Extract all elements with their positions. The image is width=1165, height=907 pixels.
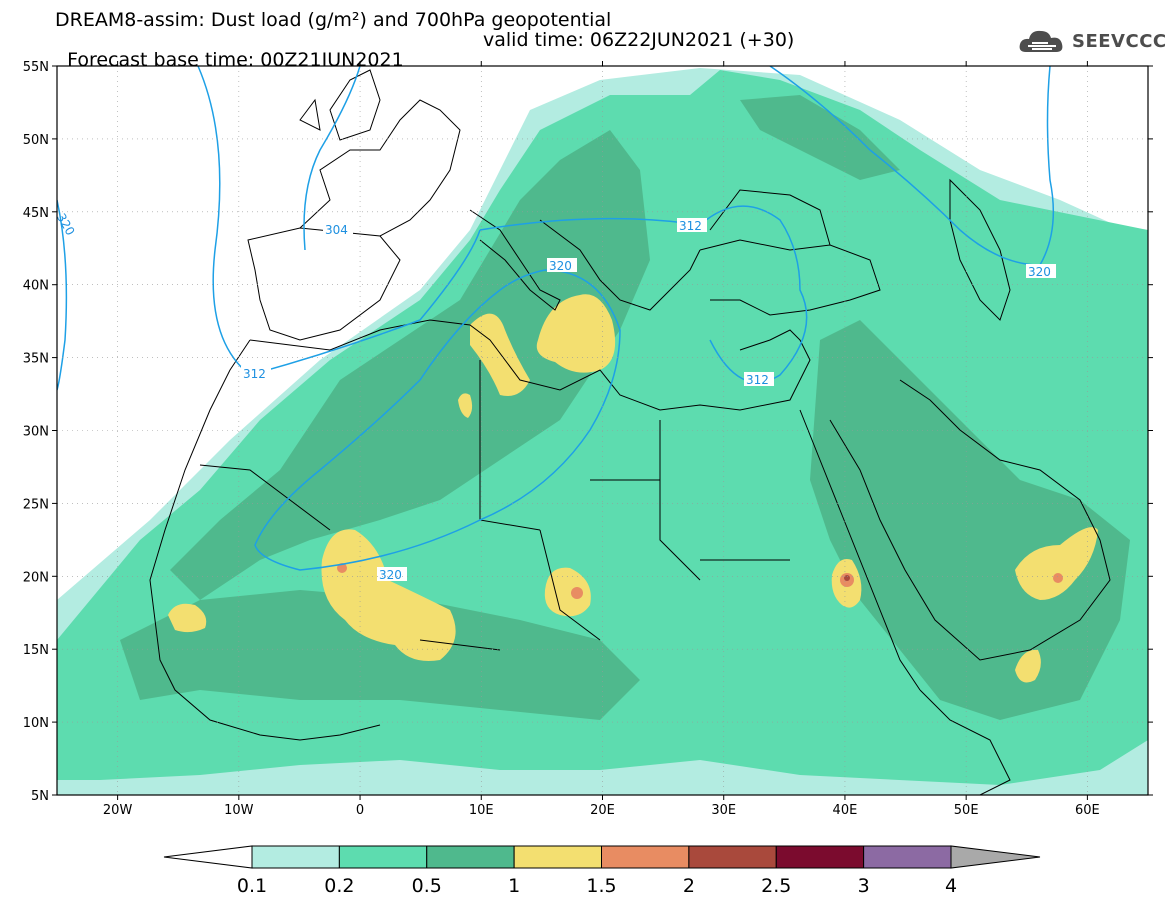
lat-tick-label: 30N — [23, 425, 49, 440]
lat-tick-label: 10N — [23, 716, 49, 731]
dust-band-1-algeria — [458, 393, 473, 418]
colorbar-label: 2 — [683, 875, 695, 897]
lon-tick-label: 10E — [469, 803, 494, 818]
chart-title: DREAM8-assim: Dust load (g/m²) and 700hP… — [55, 9, 612, 31]
lat-tick-label: 50N — [23, 133, 49, 148]
contour-label: 312 — [243, 367, 266, 381]
colorbar-label: 4 — [945, 875, 957, 897]
dust-band-0-5-sahel — [120, 590, 640, 720]
dust-field — [57, 68, 1148, 795]
coastline-france-uk — [299, 99, 461, 237]
dust-band-0-5-ne — [740, 95, 900, 180]
dust-band-1-chad — [544, 567, 591, 617]
colorbar-label: 0.5 — [412, 875, 442, 897]
coastline-italy — [469, 209, 561, 311]
dust-band-1-libya — [470, 313, 530, 396]
coastline-balkans — [539, 219, 701, 311]
lon-axis: 20W 10W 0 10E 20E 30E 40E 50E 60E — [103, 61, 1100, 818]
coastline-north-africa — [249, 319, 811, 411]
lat-axis: 55N 50N 45N 40N 35N 30N 25N 20N 15N 10N 5N — [23, 60, 1153, 804]
dust-band-1-tunisia — [536, 294, 616, 373]
lon-tick-label: 10W — [224, 803, 254, 818]
lon-tick-label: 20E — [590, 803, 615, 818]
coastline-west-africa — [149, 339, 381, 741]
contour-label-group: 304 312 312 312 320 320 320 320 — [54, 211, 1056, 582]
valid-time-label: valid time: 06Z22JUN2021 (+30) — [483, 29, 795, 51]
lon-tick-label: 40E — [833, 803, 858, 818]
dust-band-1-senegal — [168, 603, 207, 633]
lon-tick-label: 50E — [954, 803, 979, 818]
coastline-red-sea — [799, 409, 921, 691]
lat-tick-label: 55N — [23, 60, 49, 75]
colorbar-cell — [513, 845, 602, 869]
dust-band-2-sudan — [844, 575, 850, 581]
lat-tick-label: 40N — [23, 279, 49, 294]
lat-tick-label: 5N — [31, 789, 49, 804]
colorbar-cell — [688, 845, 777, 869]
colorbar: 0.1 0.2 0.5 1 1.5 2 2.5 3 4 — [163, 845, 1041, 897]
colorbar-label: 0.1 — [237, 875, 267, 897]
contour-label: 320 — [549, 259, 572, 273]
lon-tick-label: 0 — [356, 803, 364, 818]
contour-320-loop — [254, 269, 621, 571]
dust-band-0-5-north — [170, 130, 650, 600]
lat-tick-label: 15N — [23, 643, 49, 658]
colorbar-label: 1.5 — [586, 875, 616, 897]
colorbar-cell — [426, 845, 515, 869]
contour-label: 312 — [746, 373, 769, 387]
lat-tick-label: 45N — [23, 206, 49, 221]
contour-320-west-edge — [57, 199, 68, 391]
contour-304 — [303, 66, 361, 251]
chart-subtitle: Forecast base time: 00Z21JUN2021 valid t… — [55, 30, 794, 90]
cloud-icon — [1019, 30, 1063, 52]
coastline-uk — [299, 69, 381, 141]
coastline-black-sea — [709, 189, 831, 246]
coastlines — [149, 69, 1111, 795]
lon-tick-label: 30E — [711, 803, 736, 818]
colorbar-label: 1 — [508, 875, 520, 897]
colorbar-label: 3 — [858, 875, 870, 897]
coastline-arabia — [829, 379, 1111, 661]
dust-band-1-5-oman — [1053, 573, 1063, 583]
dust-band-1-5-chad — [571, 587, 583, 599]
colorbar-high-arrow — [950, 845, 1041, 869]
colorbar-cell — [601, 845, 690, 869]
lat-tick-label: 20N — [23, 570, 49, 585]
lon-tick-label: 20W — [103, 803, 133, 818]
colorbar-label: 2.5 — [761, 875, 791, 897]
contour-label: 320 — [1028, 265, 1051, 279]
contour-label: 304 — [325, 223, 348, 237]
base-time-label: Forecast base time: 00Z21JUN2021 — [67, 49, 404, 71]
lat-tick-label: 35N — [23, 352, 49, 367]
colorbar-cell — [338, 845, 428, 869]
contour-label: 312 — [679, 219, 702, 233]
colorbar-label: 0.2 — [324, 875, 354, 897]
colorbar-low-arrow — [163, 845, 253, 869]
coastline-horn — [919, 689, 1011, 795]
dust-band-1-yemen — [1015, 649, 1041, 683]
seevccc-logo: SEEVCCC — [1018, 26, 1165, 58]
colorbar-cell — [251, 845, 340, 869]
gridlines — [57, 66, 1148, 795]
dust-band-1-arabia — [1015, 527, 1098, 600]
colorbar-cell — [775, 845, 865, 869]
contour-label: 320 — [379, 568, 402, 582]
lon-tick-label: 60E — [1075, 803, 1100, 818]
lat-tick-label: 25N — [23, 497, 49, 512]
logo-text: SEEVCCC — [1072, 31, 1165, 52]
colorbar-cell — [863, 845, 952, 869]
coastline-turkey — [699, 239, 881, 316]
coastline-caspian — [949, 178, 1011, 321]
contour-320-ne — [769, 66, 1055, 266]
dust-band-0-5-east — [810, 320, 1130, 720]
